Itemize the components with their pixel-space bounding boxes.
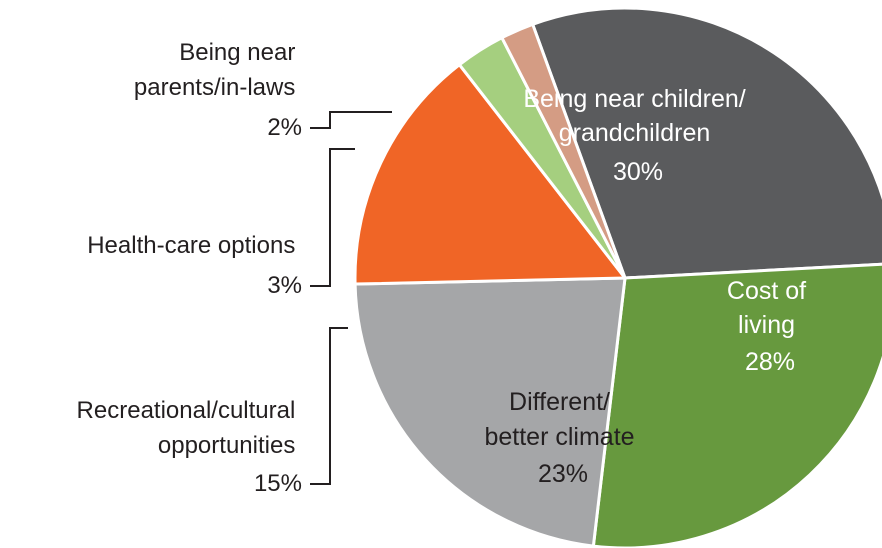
slice-label-children: Being near children/ grandchildren 30% [523,85,752,186]
slice-label-parents-line-2: parents/in-laws [134,74,295,101]
slice-label-parents: Being near parents/in-laws 2% [134,39,302,141]
leader-line-recreational [310,327,348,485]
slice-value-health: 3% [267,272,302,299]
pie-slices [353,6,882,548]
slice-label-health-line-1: Health-care options [87,232,295,259]
slice-value-parents: 2% [267,114,302,141]
pie-slice-2 [353,276,627,548]
slice-label-cost-line-2: living [738,311,795,339]
slice-value-recreational: 15% [254,470,302,497]
slice-label-cost-line-1: Cost of [727,277,806,305]
slice-label-parents-line-1: Being near [179,39,295,66]
slice-label-recreational-line-1: Recreational/cultural [77,397,296,424]
pie-slice-0 [531,6,882,280]
slice-label-children-line-1: Being near children/ [523,85,745,113]
slice-value-cost: 28% [745,348,795,376]
slice-value-climate: 23% [538,460,588,488]
slice-label-cost-of-living: Cost of living 28% [727,277,813,376]
slice-label-climate-line-2: better climate [484,423,634,451]
pie-slice-3 [353,63,627,286]
slice-value-children: 30% [613,158,663,186]
slice-label-health-care: Health-care options 3% [87,232,302,299]
pie-slice-1 [591,262,882,548]
leader-line-parents [310,111,392,129]
slice-label-climate: Different/ better climate 23% [484,388,641,488]
pie-slice-5 [500,22,627,280]
leader-line-health-care [310,148,355,287]
slice-label-children-line-2: grandchildren [559,119,711,147]
slice-label-recreational-line-2: opportunities [158,432,295,459]
slice-label-recreational: Recreational/cultural opportunities 15% [77,397,302,497]
slice-label-climate-line-1: Different/ [509,388,610,416]
